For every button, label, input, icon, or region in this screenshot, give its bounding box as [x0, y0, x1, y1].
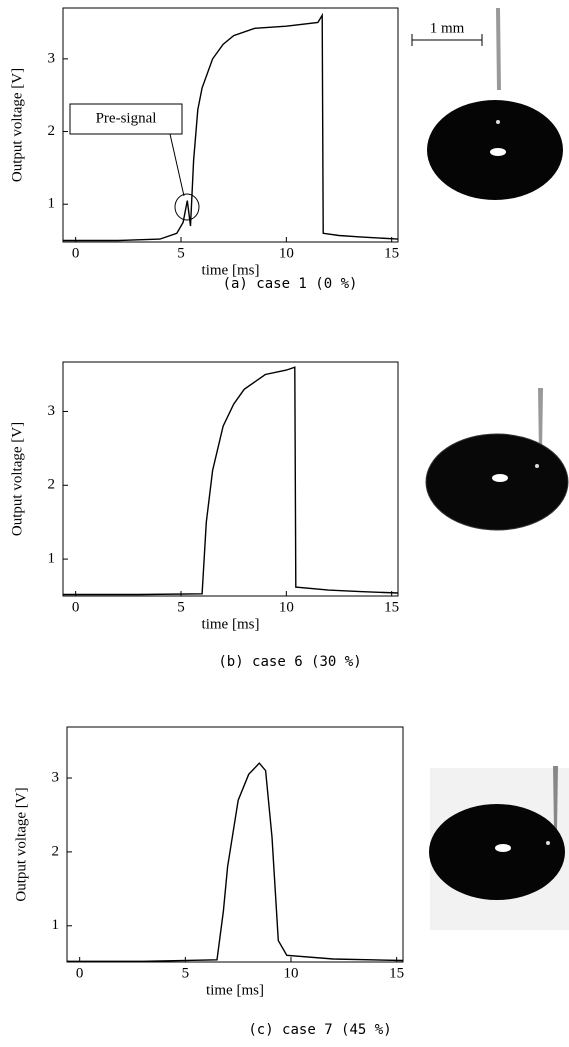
data-line: [63, 366, 398, 596]
plot-frame: [66, 726, 404, 963]
x-tick-label: 10: [279, 245, 294, 261]
y-axis-label: Output voltage [V]: [9, 422, 25, 536]
x-tick-label: 15: [384, 599, 399, 615]
plot-area: [63, 12, 398, 242]
x-tick-label: 0: [76, 965, 84, 981]
y-tick-label: 2: [48, 123, 56, 139]
y-axis-label: Output voltage [V]: [13, 787, 29, 901]
highlight: [495, 844, 511, 852]
droplet: [429, 804, 565, 900]
y-tick-label: 3: [52, 769, 60, 785]
x-tick-label: 10: [279, 599, 294, 615]
data-line: [63, 12, 398, 242]
y-tick-label: 3: [48, 50, 56, 66]
x-tick-label: 0: [72, 245, 80, 261]
x-tick-label: 15: [389, 965, 404, 981]
y-tick-label: 3: [48, 403, 56, 419]
caption: (c) case 7 (45 %): [248, 1022, 391, 1038]
highlight: [490, 148, 506, 156]
plot-frame: [62, 7, 399, 243]
y-tick-label: 2: [48, 477, 56, 493]
x-tick-label: 15: [384, 245, 399, 261]
x-tick-label: 5: [177, 245, 185, 261]
x-tick-label: 0: [72, 599, 80, 615]
y-tick-label: 1: [48, 551, 56, 567]
caption: (b) case 6 (30 %): [218, 654, 361, 670]
annotation-circle: [174, 193, 200, 221]
photo: 1 mm: [411, 8, 563, 200]
annotation-text: Pre-signal: [96, 110, 157, 126]
needle: [496, 8, 501, 90]
caption: (a) case 1 (0 %): [223, 276, 358, 292]
x-tick-label: 10: [284, 965, 299, 981]
y-tick-label: 1: [52, 917, 60, 933]
annotation-box: [69, 103, 183, 135]
data-line: [67, 762, 403, 962]
x-tick-label: 5: [177, 599, 185, 615]
plot-area: [67, 762, 403, 962]
needle: [553, 766, 558, 830]
plot-frame: [62, 361, 399, 597]
highlight: [546, 841, 550, 845]
scale-bar-label: 1 mm: [430, 20, 465, 36]
x-axis-label: time [ms]: [206, 982, 264, 998]
needle: [538, 388, 543, 455]
highlight: [496, 120, 500, 124]
annotation-leader: [169, 133, 185, 197]
highlight: [535, 464, 539, 468]
photo: [425, 388, 569, 531]
droplet: [425, 433, 569, 531]
plot-area: [63, 366, 398, 596]
y-axis-label: Output voltage [V]: [9, 68, 25, 182]
x-axis-label: time [ms]: [202, 616, 260, 632]
annotation: Pre-signal: [69, 103, 200, 221]
y-tick-label: 2: [52, 843, 60, 859]
y-tick-label: 1: [48, 196, 56, 212]
x-axis-label: time [ms]: [202, 262, 260, 278]
x-tick-label: 5: [182, 965, 190, 981]
highlight: [492, 474, 508, 482]
photo: [429, 766, 569, 930]
